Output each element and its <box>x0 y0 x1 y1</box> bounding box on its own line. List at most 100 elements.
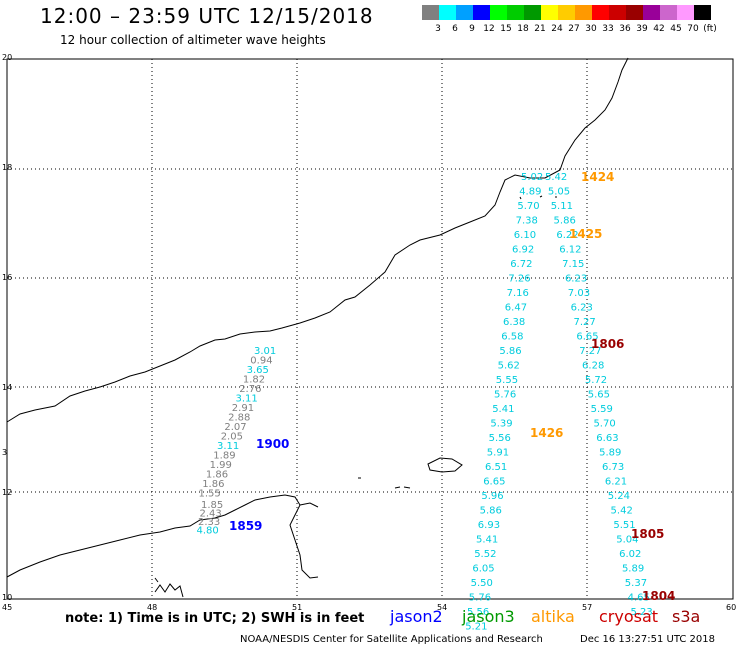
color-swatch <box>677 5 694 20</box>
swh-value: 4.65 <box>628 593 650 604</box>
color-swatch <box>558 5 575 20</box>
swh-value: 6.93 <box>478 520 500 531</box>
swh-value: 2.07 <box>224 422 246 433</box>
swh-value: 7.26 <box>508 274 530 285</box>
swh-value: 5.55 <box>496 375 518 386</box>
swh-value: 2.33 <box>198 517 220 528</box>
swh-value: 6.05 <box>472 564 494 575</box>
lon-label-60: 60 <box>726 603 736 612</box>
swh-value: 6.38 <box>503 317 525 328</box>
lon-label-54: 54 <box>437 603 447 612</box>
swh-value: 5.65 <box>588 390 610 401</box>
color-scale-label: 42 <box>653 24 665 34</box>
color-scale-label: 45 <box>670 24 682 34</box>
lat-label-10: 10 <box>2 593 12 602</box>
color-scale-label: 15 <box>500 24 512 34</box>
swh-value: 7.27 <box>579 346 601 357</box>
swh-value: 6.65 <box>483 477 505 488</box>
swh-value: 6.73 <box>602 462 624 473</box>
swh-value: 5.86 <box>554 216 576 227</box>
swh-value: 5.37 <box>625 578 647 589</box>
color-swatch <box>490 5 507 20</box>
swh-value: 5.23 <box>631 607 653 618</box>
lat-label-14: 14 <box>2 383 12 392</box>
swh-value: 3.11 <box>236 394 258 405</box>
color-swatch <box>592 5 609 20</box>
swh-value: 7.03 <box>568 288 590 299</box>
color-scale-label: 27 <box>568 24 580 34</box>
swh-value: 6.10 <box>514 230 536 241</box>
swh-value: 5.89 <box>622 564 644 575</box>
swh-value: 5.56 <box>489 433 511 444</box>
swh-track-east: 5.02 5.424.89 5.055.70 5.117.38 5.866.10 6.22… <box>465 172 653 633</box>
swh-value: 4.89 <box>519 187 541 198</box>
swh-value: 3.01 <box>254 346 276 357</box>
swh-value: 1.85 <box>201 500 223 511</box>
swh-track-west: 3.010.943.651.822.763.112.912.882.072.05… <box>199 346 277 500</box>
swh-value: 1.86 <box>202 479 224 490</box>
mission-s3a: s3a <box>672 607 701 626</box>
color-swatch <box>575 5 592 20</box>
swh-value: 5.39 <box>490 419 512 430</box>
pass-label-1859: 1859 <box>229 519 262 533</box>
swh-value: 7.15 <box>562 259 584 270</box>
color-scale-label: 30 <box>585 24 597 34</box>
swh-value: 6.28 <box>582 361 604 372</box>
color-swatch <box>422 5 439 20</box>
swh-value: 6.72 <box>510 259 532 270</box>
swh-value: 6.51 <box>485 462 507 473</box>
mission-cryosat: cryosat <box>599 607 659 626</box>
swh-value: 5.91 <box>487 448 509 459</box>
swh-value: 2.05 <box>221 432 243 443</box>
color-scale-label: 3 <box>435 24 441 34</box>
lon-label-48: 48 <box>147 603 157 612</box>
color-scale-label: 36 <box>619 24 631 34</box>
color-scale-label: 6 <box>452 24 458 34</box>
swh-value: 6.63 <box>596 433 618 444</box>
swh-value: 5.05 <box>548 187 570 198</box>
swh-value: 0.94 <box>250 356 272 367</box>
swh-value: 5.24 <box>608 491 630 502</box>
color-swatch <box>473 5 490 20</box>
swh-value: 6.65 <box>576 332 598 343</box>
color-swatch <box>643 5 660 20</box>
swh-value: 5.41 <box>476 535 498 546</box>
swh-value: 2.91 <box>232 403 254 414</box>
color-scale-label: 9 <box>469 24 475 34</box>
color-scale-label: 21 <box>534 24 546 34</box>
color-swatch <box>507 5 524 20</box>
swh-value: 1.55 <box>199 489 221 500</box>
swh-value: 5.62 <box>498 361 520 372</box>
lat-label-12: 12 <box>2 488 12 497</box>
coastline <box>6 57 629 598</box>
mission-jason3: jason3 <box>462 607 515 626</box>
swh-value: 6.58 <box>501 332 523 343</box>
swh-value: 7.16 <box>507 288 529 299</box>
swh-value: 6.22 <box>556 230 578 241</box>
color-swatch <box>694 5 711 20</box>
map-title: 12:00 – 23:59 UTC 12/15/2018 <box>40 4 374 28</box>
swh-value: 1.89 <box>213 451 235 462</box>
swh-value: 1.99 <box>210 460 232 471</box>
swh-track-west-south: 1.852.432.334.80 <box>197 500 224 537</box>
generated-timestamp: Dec 16 13:27:51 UTC 2018 <box>580 634 715 645</box>
color-scale-label: 24 <box>551 24 563 34</box>
swh-value: 1.86 <box>206 470 228 481</box>
color-scale-label: 12 <box>483 24 495 34</box>
color-scale-label: (ft) <box>703 24 717 34</box>
pass-label-1425: 1425 <box>569 227 602 241</box>
swh-value: 5.52 <box>474 549 496 560</box>
swh-value: 5.11 <box>551 201 573 212</box>
color-swatch <box>439 5 456 20</box>
color-scale-label: 33 <box>602 24 614 34</box>
swh-value: 7.38 <box>516 216 538 227</box>
lon-label-45: 45 <box>2 603 12 612</box>
swh-value: 3.65 <box>247 365 269 376</box>
color-scale-label: 39 <box>636 24 648 34</box>
lat-label-16: 16 <box>2 273 12 282</box>
swh-value: 5.59 <box>591 404 613 415</box>
lat-label-20: 20 <box>2 53 12 62</box>
footer-note: note: 1) Time is in UTC; 2) SWH is in fe… <box>65 611 365 626</box>
swh-value: 6.47 <box>505 303 527 314</box>
